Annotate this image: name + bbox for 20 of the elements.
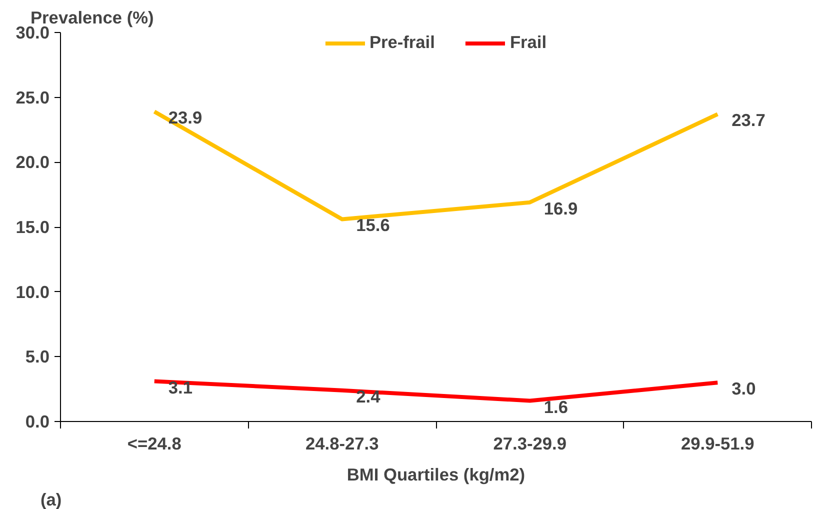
legend-label: Frail [510, 32, 547, 53]
data-label: 3.0 [732, 378, 756, 399]
y-tick-label: 15.0 [16, 217, 50, 237]
y-tick-label: 0.0 [25, 412, 50, 432]
y-tick-label: 25.0 [16, 87, 50, 108]
x-tick-label: 24.8-27.3 [306, 434, 380, 454]
x-tick-label: <=24.8 [127, 434, 182, 454]
data-label: 23.7 [732, 110, 766, 130]
data-label: 1.6 [544, 396, 568, 417]
y-tick-label: 20.0 [16, 152, 50, 172]
x-tick-label: 27.3-29.9 [493, 434, 566, 454]
x-tick-label: 29.9-51.9 [681, 434, 754, 454]
legend-label: Pre-frail [369, 32, 435, 53]
data-label: 15.6 [356, 215, 390, 236]
x-axis-title: BMI Quartiles (kg/m2) [346, 464, 526, 484]
y-tick-label: 5.0 [25, 346, 50, 367]
data-label: 16.9 [544, 198, 578, 218]
text: (a) [40, 490, 62, 509]
data-label: 23.9 [168, 108, 202, 128]
y-tick-label: 10.0 [16, 282, 50, 302]
